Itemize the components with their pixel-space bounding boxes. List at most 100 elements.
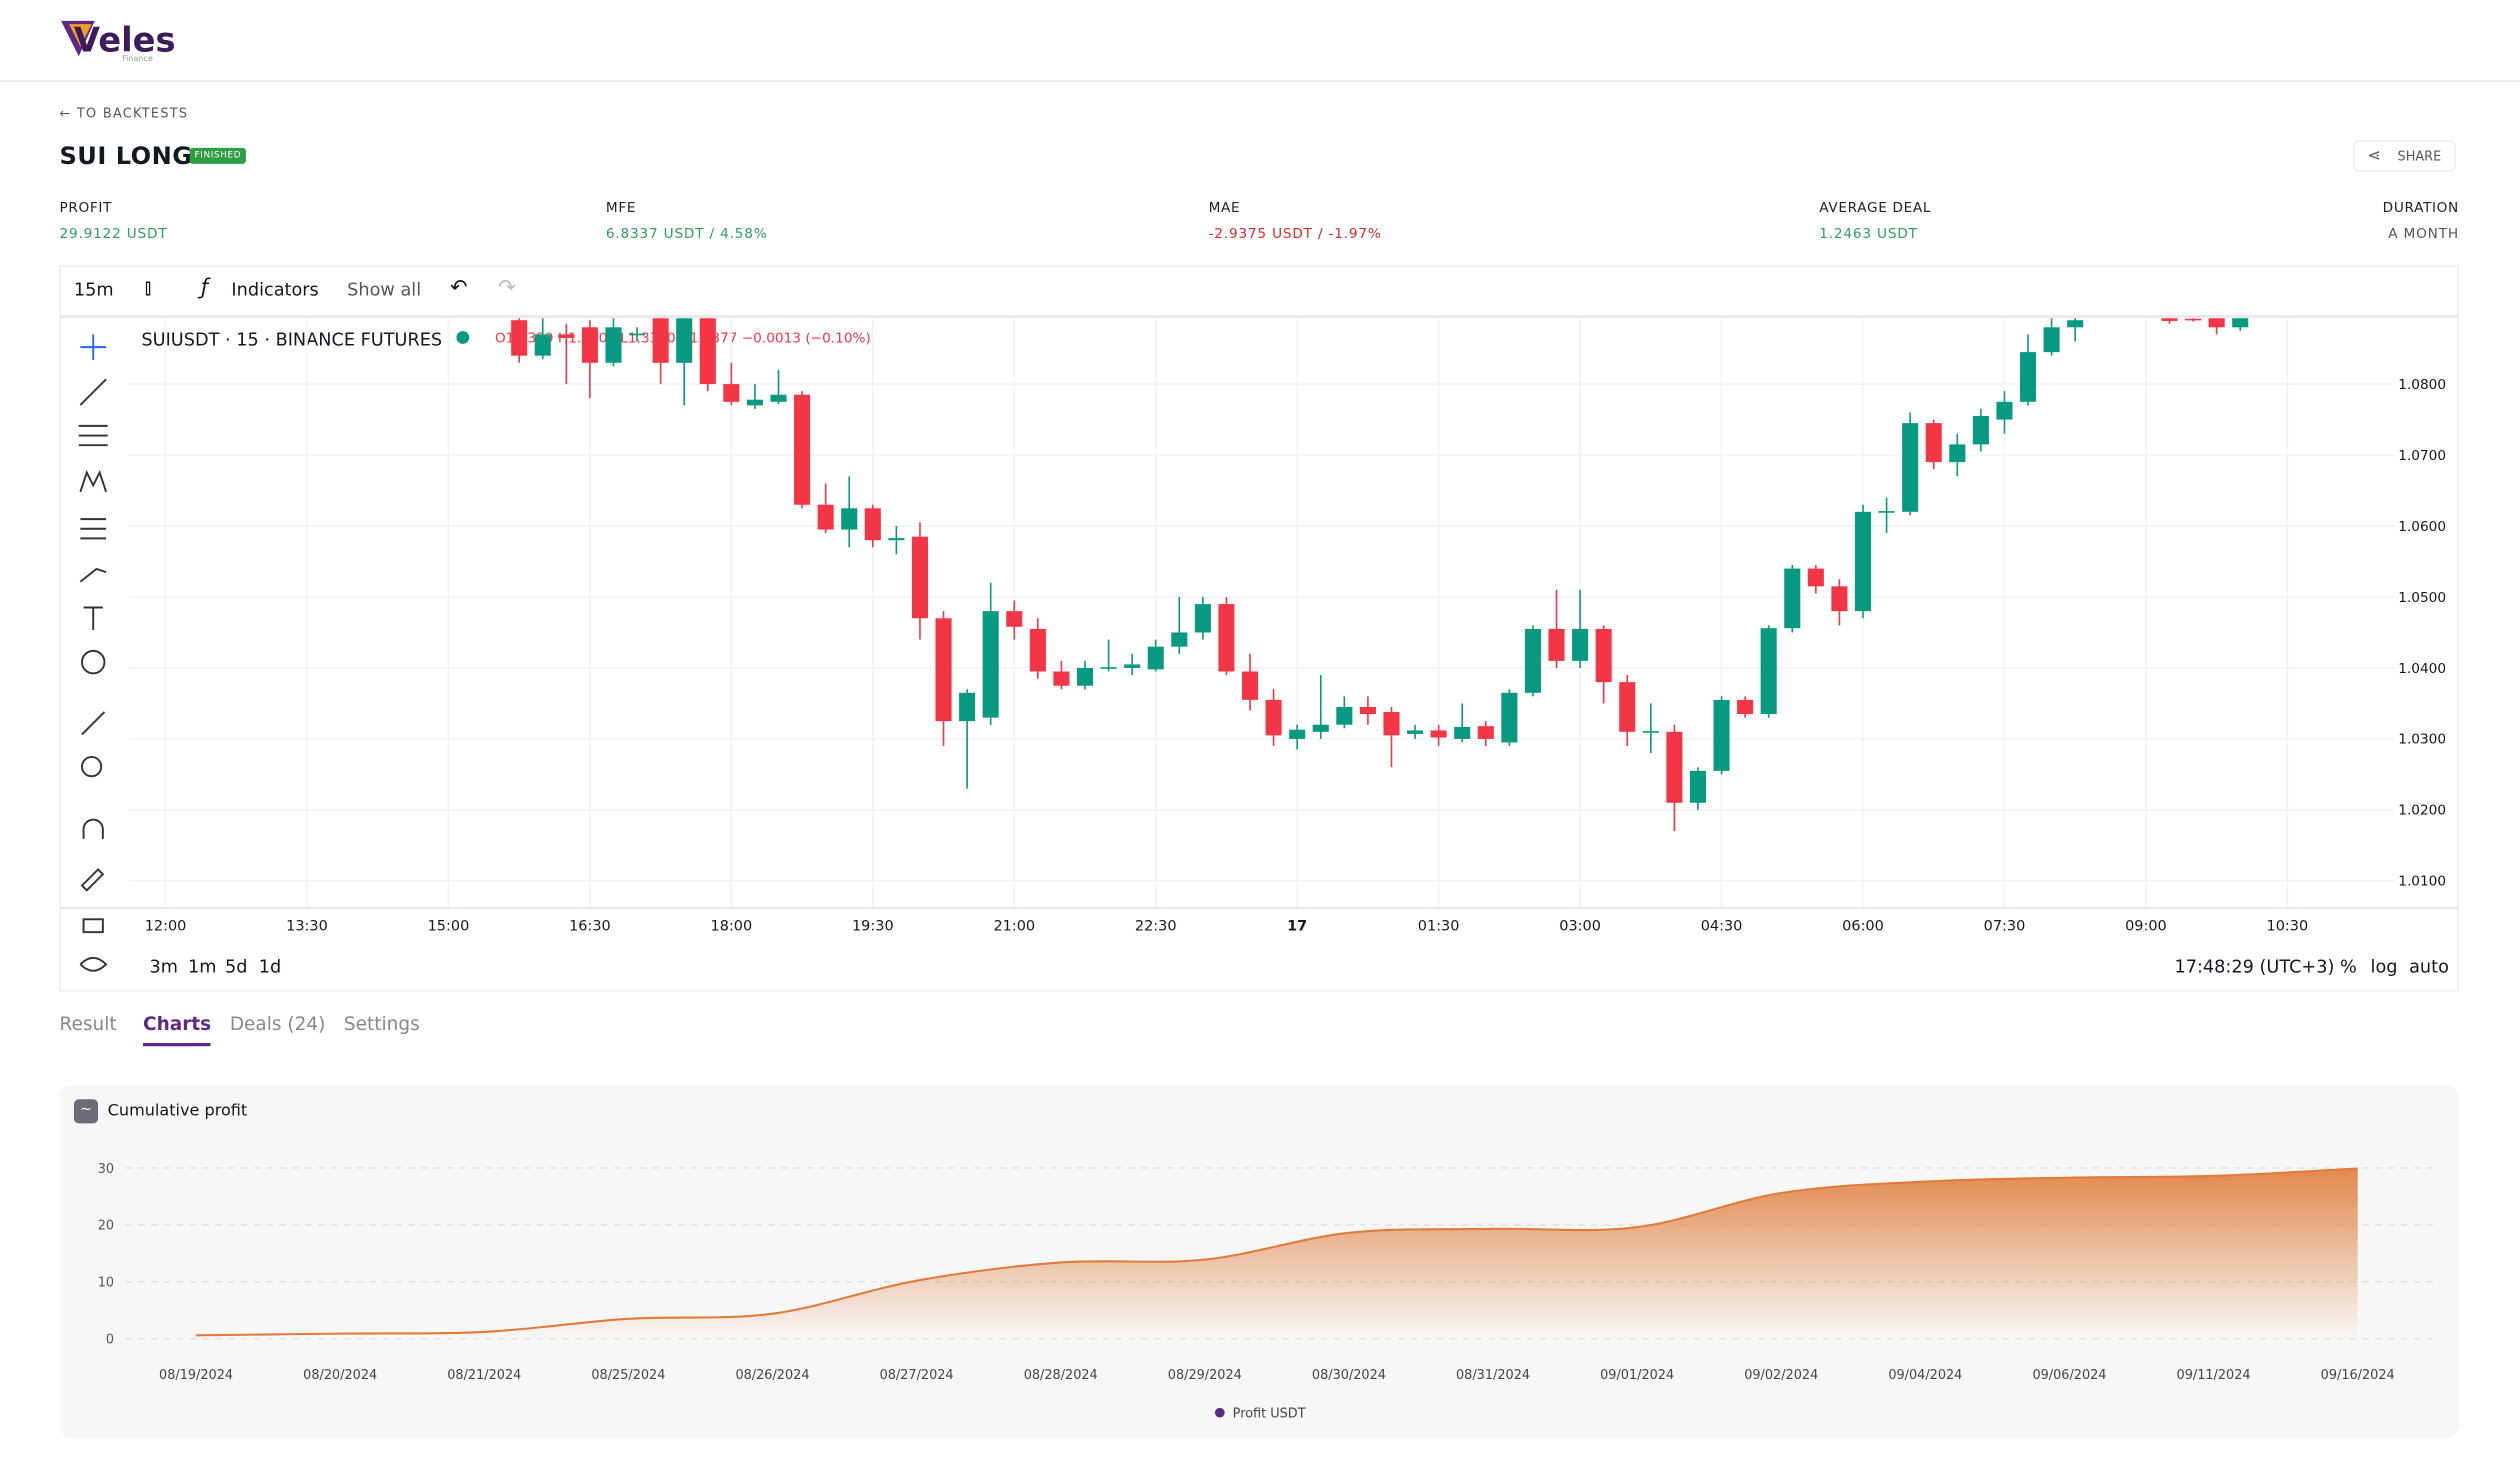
- candle-body: [2208, 318, 2225, 328]
- stat-label: PROFIT: [59, 200, 113, 217]
- candle-body: [1949, 444, 1966, 463]
- undo[interactable]: ↶: [449, 276, 468, 301]
- candle-body: [1407, 730, 1424, 734]
- share-text: SHARE: [2397, 149, 2442, 164]
- candle-body: [723, 384, 740, 402]
- candle-body: [1171, 632, 1188, 647]
- clock: 17:48:29 (UTC+3): [2174, 956, 2335, 978]
- tab[interactable]: Deals (24): [229, 1012, 326, 1035]
- range-button[interactable]: 3m: [149, 956, 178, 978]
- toolbar-divider: [59, 314, 2459, 319]
- candle-body: [1524, 628, 1541, 693]
- status-dot: [456, 331, 470, 344]
- candle-body: [629, 333, 646, 336]
- x-tick-label: 13:30: [286, 919, 328, 935]
- legend-label: Profit USDT: [1233, 1406, 1306, 1421]
- candle-body: [1666, 731, 1683, 803]
- legend-marker: [1214, 1407, 1225, 1418]
- x-tick-label: 09/01/2024: [1600, 1368, 1674, 1383]
- candle-body: [1972, 416, 1989, 445]
- candle-body: [1737, 699, 1754, 715]
- candle-body: [911, 536, 929, 619]
- candle-body: [605, 327, 622, 363]
- y-tick-label: 30: [98, 1162, 114, 1177]
- candle-body: [1878, 511, 1895, 513]
- candle-body: [746, 399, 763, 406]
- tab[interactable]: Charts: [143, 1012, 212, 1047]
- auto-toggle[interactable]: auto: [2409, 956, 2449, 978]
- candle-body: [864, 508, 881, 541]
- x-tick-label: 09/11/2024: [2177, 1368, 2251, 1383]
- tab[interactable]: Settings: [343, 1012, 420, 1035]
- candle-body: [2232, 318, 2249, 328]
- header-divider: [0, 80, 2520, 82]
- candle-body: [1501, 692, 1518, 743]
- back-link[interactable]: ← TO BACKTESTS: [59, 106, 189, 121]
- candle-body: [1289, 729, 1306, 739]
- y-tick-label: 1.0600: [2398, 519, 2446, 535]
- range-button[interactable]: 1m: [188, 956, 217, 978]
- share-icon: ⋖: [2367, 147, 2381, 166]
- x-tick-label: 08/30/2024: [1312, 1368, 1386, 1383]
- candle-body: [935, 618, 952, 722]
- redo[interactable]: ↷: [498, 276, 516, 301]
- stat-value: 6.8337 USDT / 4.58%: [605, 226, 768, 243]
- stat-value: -2.9375 USDT / -1.97%: [1208, 226, 1382, 243]
- candle-body: [1053, 671, 1070, 686]
- interval[interactable]: 15m: [73, 279, 114, 301]
- range-button[interactable]: 5d: [224, 956, 248, 978]
- candles: [511, 318, 2249, 832]
- y-tick-label: 20: [98, 1219, 114, 1234]
- candle-body: [1454, 726, 1471, 739]
- candle-body: [1619, 682, 1636, 732]
- candle-body: [1902, 423, 1919, 512]
- x-tick-label: 07:30: [1984, 919, 2026, 935]
- indicators[interactable]: Indicators: [231, 279, 319, 301]
- candle-body: [1218, 604, 1235, 672]
- candle-body: [1713, 699, 1730, 771]
- candle-body: [982, 611, 999, 718]
- candle-body: [534, 334, 551, 356]
- stat-value: 1.2463 USDT: [1819, 226, 1918, 243]
- candle-body: [1760, 628, 1777, 715]
- candle-body: [2067, 320, 2084, 328]
- x-tick-label: 08/25/2024: [591, 1368, 665, 1383]
- candle-body: [652, 318, 669, 363]
- percent[interactable]: %: [2339, 956, 2357, 978]
- show-all[interactable]: Show all: [347, 279, 422, 301]
- candle-body: [841, 508, 858, 530]
- x-tick-label: 21:00: [993, 919, 1035, 935]
- x-tick-label: 04:30: [1701, 919, 1743, 935]
- log-toggle[interactable]: log: [2370, 956, 2398, 978]
- x-tick-label: 08/19/2024: [159, 1368, 233, 1383]
- candle-body: [1194, 604, 1211, 633]
- candle-body: [1312, 724, 1329, 732]
- x-tick-label: 08/31/2024: [1456, 1368, 1530, 1383]
- y-tick-label: 0: [106, 1333, 114, 1348]
- range-button[interactable]: 1d: [258, 956, 282, 978]
- x-tick-label: 09/06/2024: [2032, 1368, 2106, 1383]
- candle-body: [1006, 611, 1023, 627]
- candle-body: [959, 692, 976, 722]
- candle-body: [1124, 664, 1141, 668]
- candle-body: [511, 320, 528, 356]
- candle-body: [2019, 352, 2037, 402]
- candle-body: [1996, 401, 2013, 420]
- candle-body: [1642, 731, 1659, 733]
- y-tick-label: 1.0800: [2398, 377, 2446, 393]
- candle-body: [1076, 667, 1094, 686]
- logo-sub: Finance: [122, 54, 153, 65]
- stat-value: 29.9122 USDT: [59, 226, 168, 243]
- share-button[interactable]: ⋖ SHARE: [2352, 139, 2456, 172]
- y-tick-label: 10: [98, 1276, 114, 1291]
- candle-body: [794, 394, 811, 505]
- stat-value: A MONTH: [2388, 226, 2459, 243]
- logo-mark: [61, 20, 95, 57]
- candle-body: [1854, 511, 1872, 612]
- tab[interactable]: Result: [59, 1012, 117, 1035]
- stat-label: MFE: [605, 200, 637, 217]
- candle-body: [1689, 770, 1707, 803]
- candle-body: [1784, 568, 1801, 629]
- chart-type-icon[interactable]: ⫾: [144, 276, 152, 301]
